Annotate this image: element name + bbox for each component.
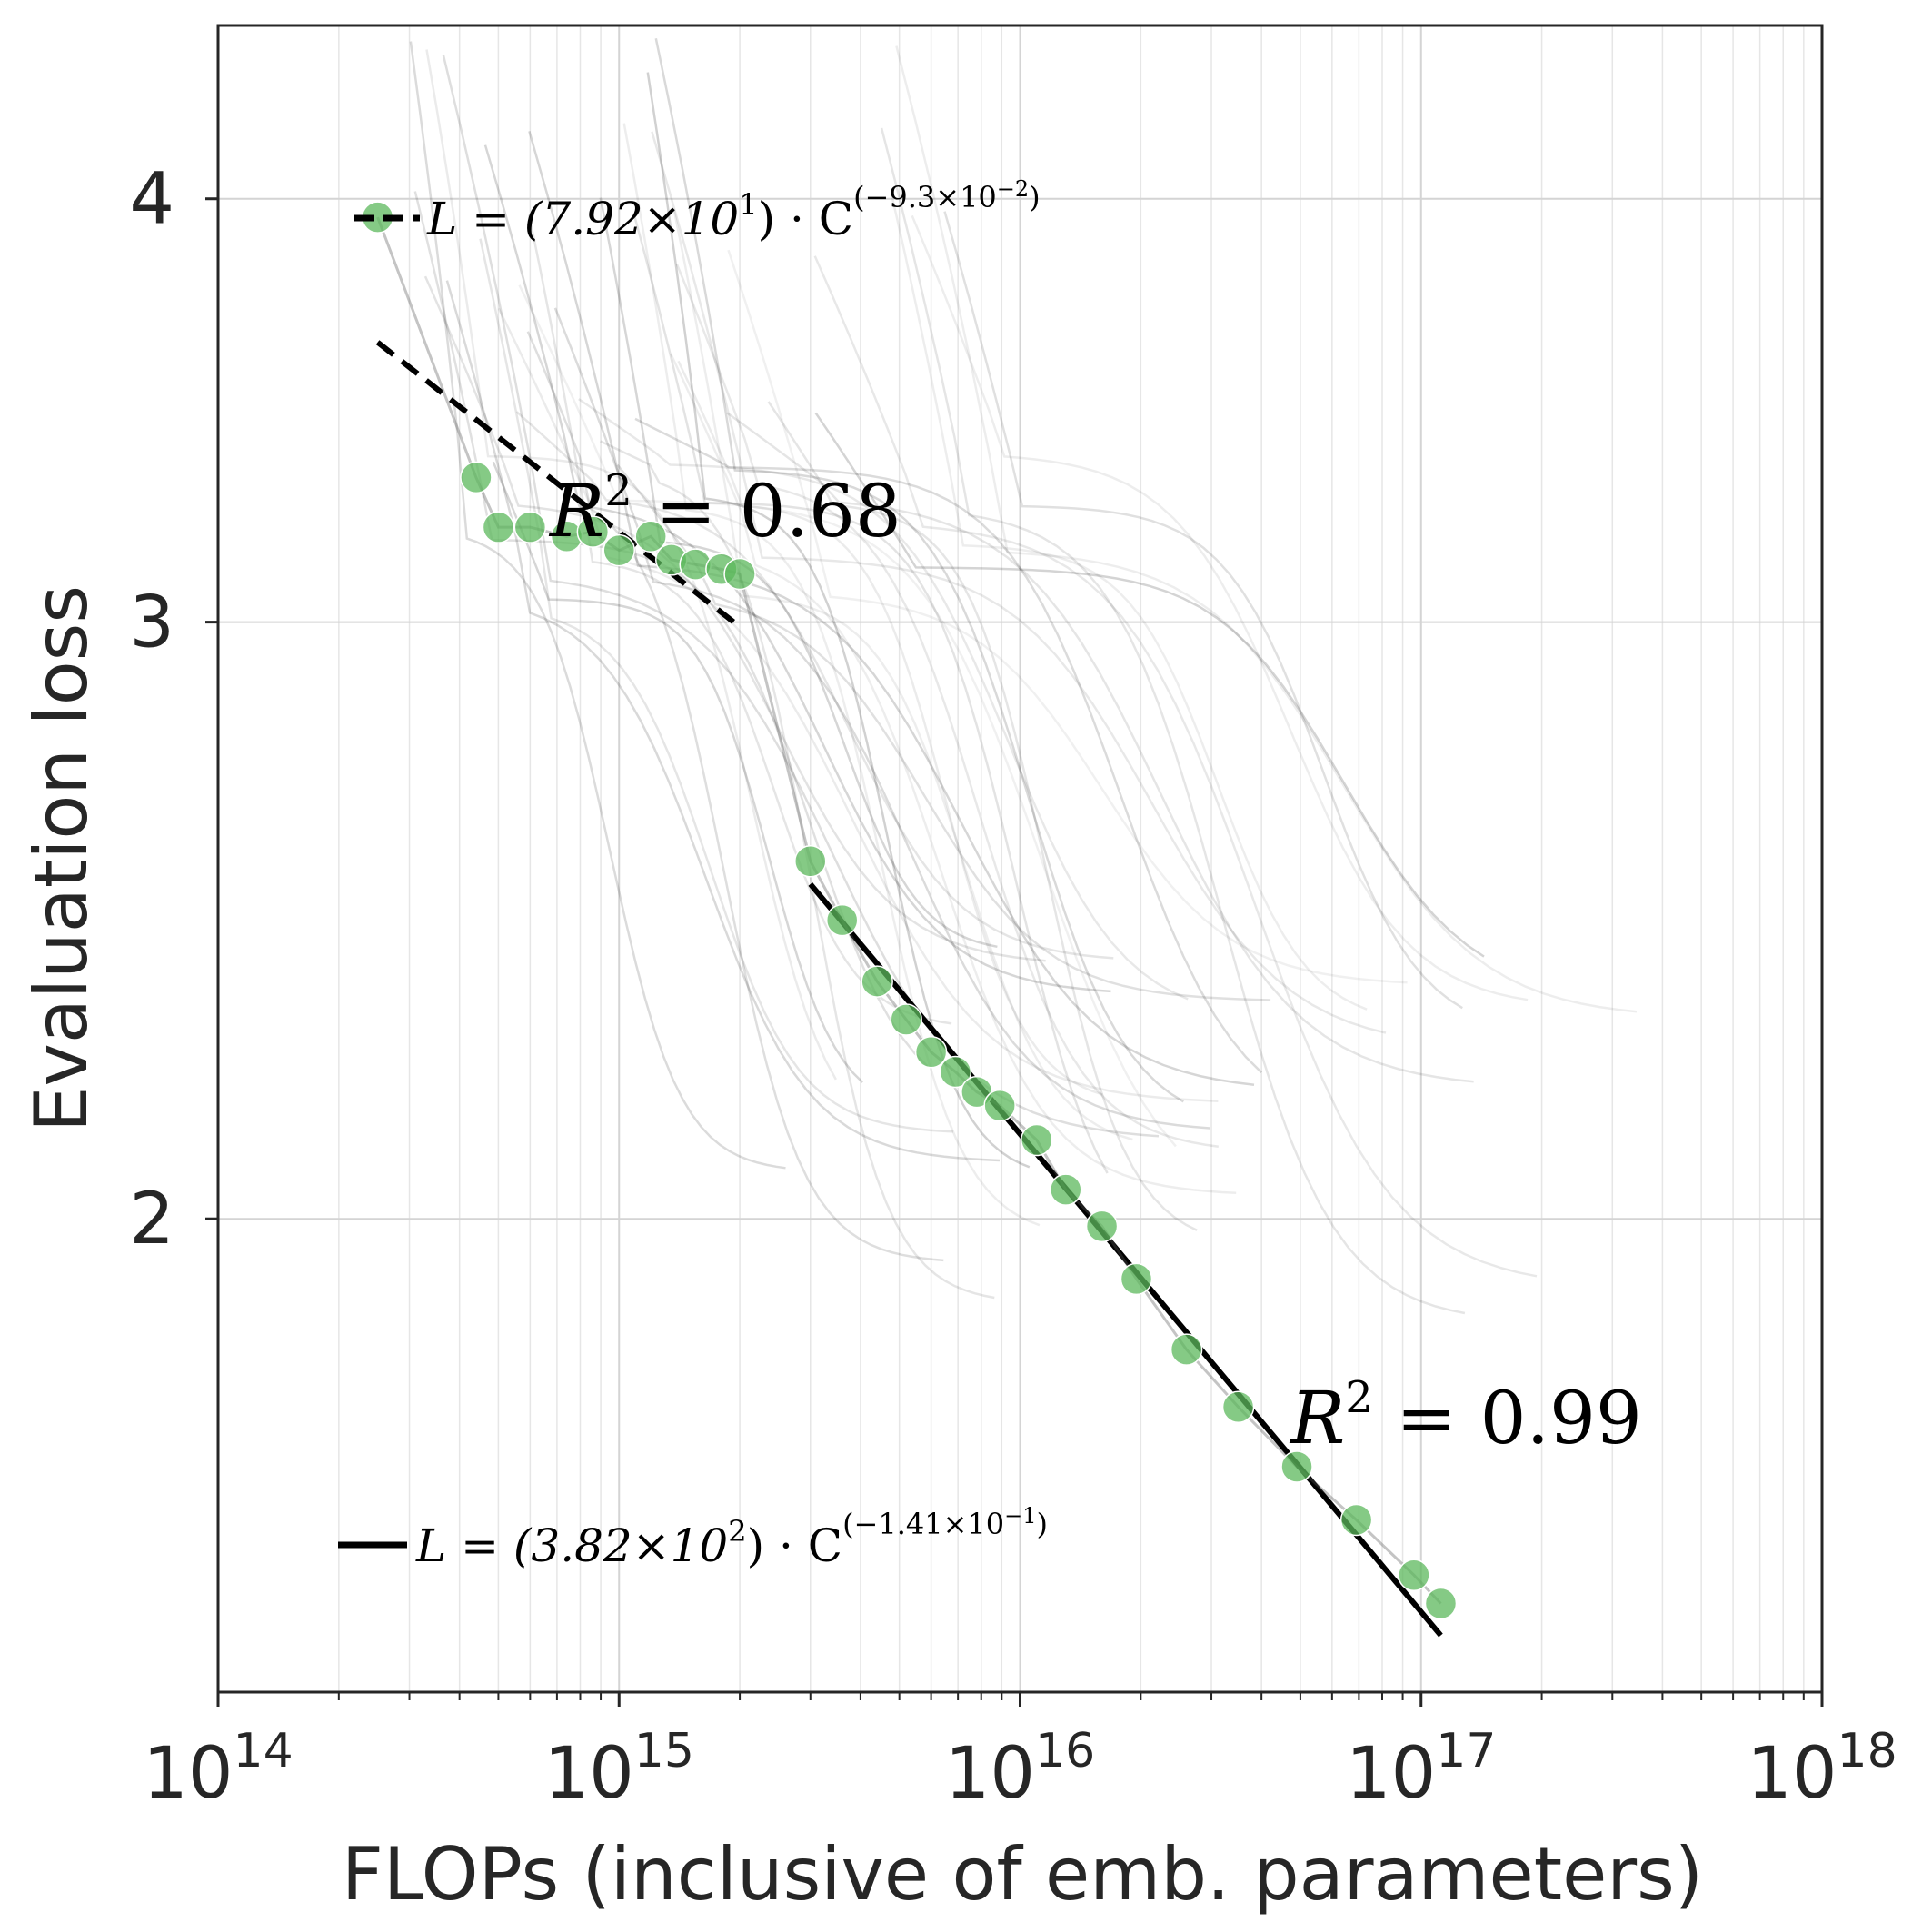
x-tick-label: 1016: [945, 1724, 1095, 1815]
dashed-fit-line: [375, 340, 742, 630]
x-tick-label: 1014: [143, 1724, 293, 1815]
training-curve: [423, 275, 1046, 962]
training-curve: [527, 214, 952, 1025]
frontier-connector: [376, 216, 1442, 1605]
y-tick-label: 4: [129, 159, 174, 241]
y-axis-ticks: 2 3 4: [129, 159, 218, 1260]
training-curve: [813, 255, 1538, 1278]
training-curve: [483, 144, 1111, 993]
frontier-point: [1398, 1559, 1430, 1591]
training-curve: [654, 38, 1184, 1103]
y-axis-title: Evaluation loss: [19, 585, 104, 1132]
training-curve: [677, 360, 1103, 1096]
training-curve: [445, 280, 1001, 1162]
x-tick-label: 1018: [1747, 1724, 1897, 1815]
training-curve: [515, 411, 1114, 960]
training-curve: [492, 461, 864, 1083]
x-axis-ticks: 1014 1015 1016 1017 1018: [143, 1692, 1897, 1815]
training-curve: [634, 417, 1263, 1074]
frontier-point: [914, 1035, 948, 1069]
x-tick-label: 1017: [1346, 1724, 1496, 1815]
training-curve: [891, 195, 1368, 1011]
training-curve: [632, 213, 1109, 1174]
frontier-point: [603, 533, 635, 567]
training-curve: [442, 54, 1160, 1138]
training-curve: [943, 211, 1463, 1010]
training-curve: [727, 249, 1408, 984]
frontier-point: [1280, 1450, 1313, 1483]
frontier-points: [361, 201, 1458, 1620]
training-curve: [767, 401, 1198, 1231]
frontier-point: [1424, 1587, 1458, 1620]
frontier-point: [861, 965, 893, 998]
training-curve: [669, 353, 1237, 1195]
training-curve: [814, 412, 1485, 958]
y-tick-label: 3: [129, 583, 174, 664]
training-curve: [528, 131, 1255, 1086]
frontier-point: [576, 515, 610, 548]
training-curve: [425, 49, 837, 1081]
frontier-point: [1085, 1210, 1119, 1243]
training-curve: [622, 123, 1041, 1227]
frontier-point: [794, 845, 827, 878]
r2-dashed-annotation: R2 = 0.68: [548, 465, 901, 553]
frontier-point: [460, 461, 493, 494]
frontier-point: [1021, 1123, 1053, 1157]
training-curve: [616, 463, 1271, 1001]
training-curve: [911, 214, 1529, 1001]
training-curve: [409, 41, 786, 1170]
frontier-point: [1120, 1262, 1153, 1296]
training-curve: [518, 284, 1177, 1148]
frontier-point: [1050, 1173, 1082, 1206]
frontier-point: [634, 520, 667, 553]
frontier-point: [890, 1003, 922, 1036]
training-curve: [599, 197, 998, 949]
training-curve: [675, 264, 1219, 1148]
training-curve: [880, 127, 1466, 1315]
frontier-point: [983, 1089, 1016, 1122]
training-curve: [726, 412, 1474, 1083]
training-curve: [578, 398, 1189, 1001]
frontier-point: [723, 557, 756, 591]
training-curve: [895, 45, 1638, 1013]
frontier-point: [513, 511, 547, 543]
training-curve: [600, 440, 995, 1300]
frontier-point: [1339, 1503, 1373, 1537]
frontier-point: [482, 511, 515, 543]
training-curve: [672, 208, 1133, 1141]
frontier-point: [1170, 1333, 1203, 1366]
legend-solid-formula: L = (3.82×102) · C(−1.41×10−1): [415, 1503, 1048, 1572]
r2-solid-annotation: R2 = 0.99: [1289, 1372, 1642, 1460]
grid-lines: [218, 25, 1822, 1692]
training-curve: [646, 72, 1031, 1169]
x-tick-label: 1015: [544, 1724, 694, 1815]
training-curve: [651, 131, 1387, 1034]
x-axis-title: FLOPs (inclusive of emb. parameters): [342, 1832, 1703, 1917]
frontier-point: [825, 903, 859, 937]
training-curve: [553, 307, 1210, 1130]
frontier-point: [939, 1055, 972, 1089]
training-curve: [479, 238, 954, 1133]
frontier-point: [1221, 1390, 1255, 1423]
y-tick-label: 2: [129, 1179, 174, 1260]
legend-dashed-formula: L = (7.92×101) · C(−9.3×10−2): [426, 176, 1041, 245]
